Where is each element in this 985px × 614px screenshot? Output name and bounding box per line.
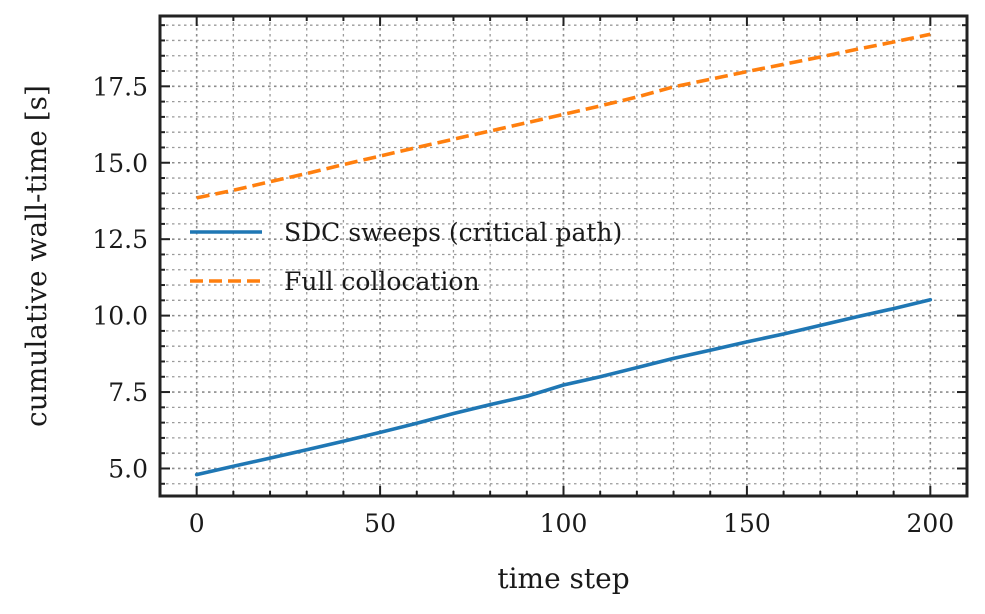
x-tick-label: 200 xyxy=(906,509,954,538)
legend-label-0: SDC sweeps (critical path) xyxy=(284,218,622,247)
legend: SDC sweeps (critical path) Full collocati… xyxy=(190,218,622,296)
x-tick-label: 150 xyxy=(723,509,771,538)
series-line-1 xyxy=(196,32,931,200)
y-tick-label: 5.0 xyxy=(108,454,148,483)
y-axis-label: cumulative wall-time [s] xyxy=(20,85,53,427)
y-tick-label: 7.5 xyxy=(108,378,148,407)
grid-layer xyxy=(159,16,968,496)
y-tick-label: 12.5 xyxy=(92,225,148,254)
series-layer xyxy=(194,32,933,477)
x-axis-label: time step xyxy=(497,562,629,595)
legend-label-1: Full collocation xyxy=(284,267,480,296)
series-line-0 xyxy=(194,297,933,477)
x-tick-label: 0 xyxy=(189,509,205,538)
y-tick-label: 15.0 xyxy=(92,149,148,178)
x-tick-label: 100 xyxy=(540,509,588,538)
y-tick-label: 10.0 xyxy=(92,302,148,331)
x-tick-label: 50 xyxy=(364,509,396,538)
plot-frame xyxy=(158,14,969,498)
y-tick-label: 17.5 xyxy=(92,72,148,101)
tick-layer: 0 50 100 150 200 5.0 7.5 10.0 12.5 15.0 17.5 xyxy=(92,16,968,538)
